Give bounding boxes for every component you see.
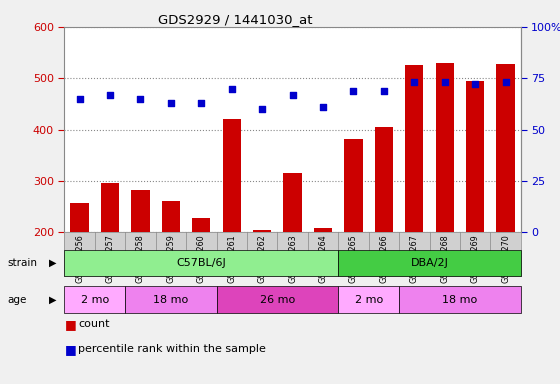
Text: ■: ■ <box>64 318 76 331</box>
Text: 2 mo: 2 mo <box>354 295 383 305</box>
Text: ▶: ▶ <box>49 258 56 268</box>
Text: ▶: ▶ <box>49 295 56 305</box>
Text: GSM152259: GSM152259 <box>166 235 175 283</box>
Text: GSM152269: GSM152269 <box>470 235 480 283</box>
Text: GSM152257: GSM152257 <box>105 235 115 283</box>
Bar <box>71 202 88 335</box>
Text: 18 mo: 18 mo <box>442 295 478 305</box>
Text: GSM152264: GSM152264 <box>319 235 328 283</box>
Text: GSM152265: GSM152265 <box>349 235 358 283</box>
Bar <box>162 201 180 335</box>
Text: GSM152262: GSM152262 <box>258 235 267 283</box>
Bar <box>314 228 332 335</box>
Text: 26 mo: 26 mo <box>260 295 295 305</box>
Bar <box>125 286 217 313</box>
Text: GSM152260: GSM152260 <box>197 235 206 283</box>
Bar <box>338 250 521 276</box>
Text: ■: ■ <box>64 343 76 356</box>
Point <box>105 92 115 98</box>
Bar <box>405 65 423 335</box>
Bar <box>399 286 521 313</box>
Bar <box>466 81 484 335</box>
Text: GSM152256: GSM152256 <box>75 235 84 283</box>
Bar <box>497 65 515 335</box>
Bar <box>338 286 399 313</box>
Text: percentile rank within the sample: percentile rank within the sample <box>78 344 266 354</box>
Text: age: age <box>7 295 27 305</box>
Point <box>288 92 297 98</box>
Text: C57BL/6J: C57BL/6J <box>176 258 226 268</box>
Text: GDS2929 / 1441030_at: GDS2929 / 1441030_at <box>158 13 312 26</box>
Bar <box>283 173 302 335</box>
Bar <box>101 183 119 335</box>
Text: GSM152261: GSM152261 <box>227 235 236 283</box>
Bar <box>64 286 125 313</box>
Bar <box>132 190 150 335</box>
Bar <box>223 119 241 335</box>
Text: GSM152258: GSM152258 <box>136 235 145 283</box>
Point <box>75 96 84 102</box>
Bar <box>64 250 338 276</box>
Text: GSM152266: GSM152266 <box>379 235 389 283</box>
Bar <box>253 230 271 335</box>
Bar <box>217 286 338 313</box>
Point <box>166 100 175 106</box>
Text: GSM152270: GSM152270 <box>501 235 510 283</box>
Text: GSM152268: GSM152268 <box>440 235 449 283</box>
Text: strain: strain <box>7 258 38 268</box>
Text: DBA/2J: DBA/2J <box>410 258 449 268</box>
Point <box>380 88 389 94</box>
Point <box>227 85 236 91</box>
Point <box>501 79 510 85</box>
Point <box>258 106 267 112</box>
Text: GSM152267: GSM152267 <box>410 235 419 283</box>
Bar <box>344 139 362 335</box>
Point <box>197 100 206 106</box>
Point <box>440 79 449 85</box>
Text: 2 mo: 2 mo <box>81 295 109 305</box>
Text: 18 mo: 18 mo <box>153 295 189 305</box>
Bar <box>192 218 211 335</box>
Bar <box>375 127 393 335</box>
Point <box>470 81 479 88</box>
Point <box>136 96 145 102</box>
Point <box>319 104 328 110</box>
Text: GSM152263: GSM152263 <box>288 235 297 283</box>
Text: count: count <box>78 319 110 329</box>
Bar <box>436 63 454 335</box>
Point <box>349 88 358 94</box>
Point <box>410 79 419 85</box>
